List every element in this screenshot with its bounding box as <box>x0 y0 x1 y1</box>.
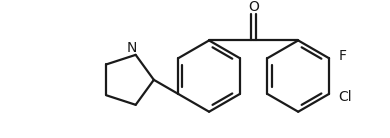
Text: Cl: Cl <box>338 90 352 104</box>
Text: F: F <box>338 49 346 63</box>
Text: N: N <box>127 41 137 55</box>
Text: O: O <box>248 0 259 14</box>
